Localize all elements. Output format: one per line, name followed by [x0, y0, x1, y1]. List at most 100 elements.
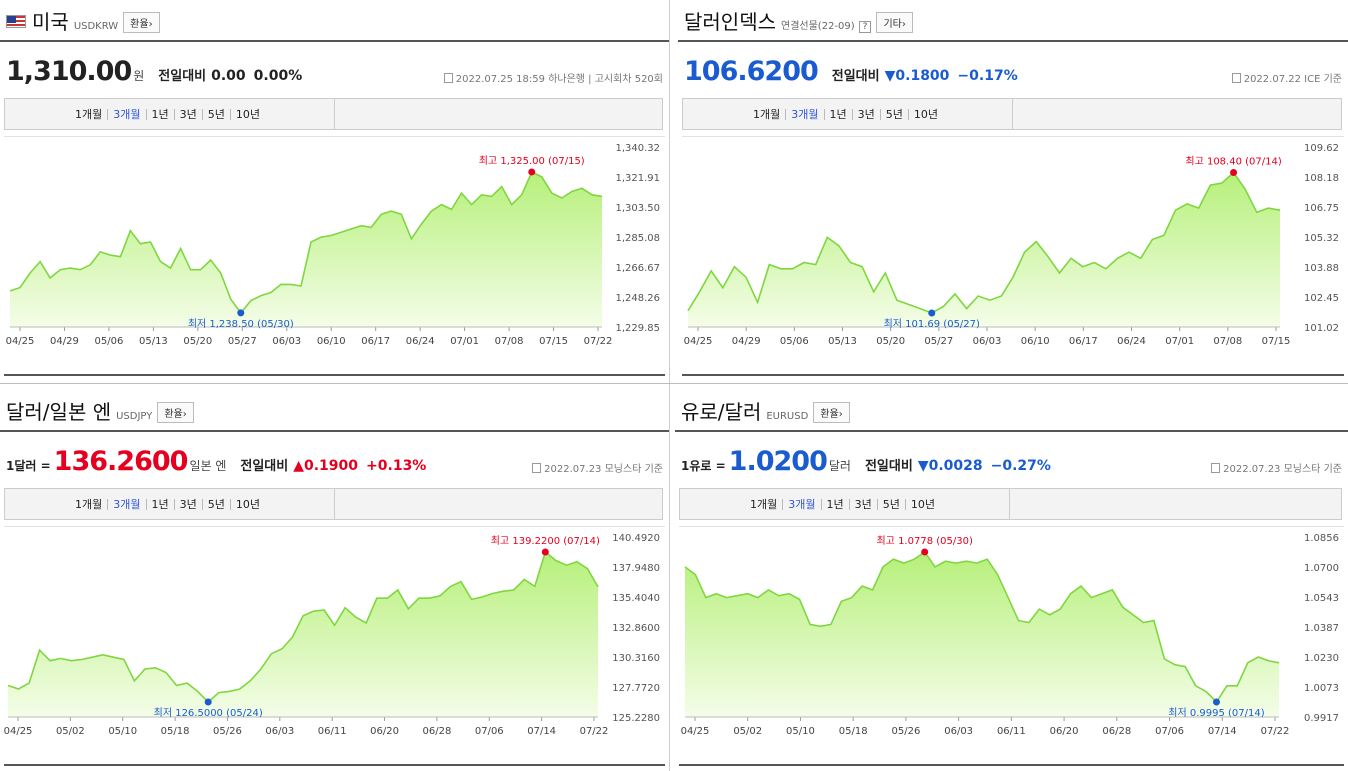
current-price: 106.6200 — [684, 56, 819, 87]
period-tab-5[interactable]: 10년 — [235, 497, 260, 511]
series-line — [7, 550, 599, 704]
x-tick-label: 05/13 — [139, 336, 168, 347]
area-chart-svg: 109.62 108.18 106.75 105.32 103.88 102.45 101.… — [684, 143, 1339, 347]
document-icon — [1231, 73, 1241, 83]
currency-name[interactable]: 달러인덱스 — [684, 10, 776, 34]
area-fill — [10, 172, 602, 327]
panel-header: 미국 USDKRW 환율› — [0, 0, 669, 42]
y-tick-label: 140.4920 — [612, 533, 660, 544]
y-tick-label: 1,248.26 — [615, 293, 660, 304]
period-tab-4[interactable]: 5년 — [878, 498, 906, 510]
period-tab-0[interactable]: 1개월 — [70, 498, 109, 510]
period-tab-2[interactable]: 1년 — [147, 108, 175, 120]
area-fill — [688, 172, 1280, 327]
currency-panel-dxy: 달러인덱스 연결선물(22-09) ? 기타› 106.6200 전일대비 ▼0… — [678, 0, 1348, 383]
price-unit: 일본 엔 — [189, 459, 227, 473]
category-chip[interactable]: 환율› — [123, 12, 160, 33]
y-tick-label: 103.88 — [1304, 263, 1339, 274]
period-tab-3[interactable]: 3년 — [175, 108, 203, 120]
x-tick-label: 04/25 — [684, 336, 713, 347]
x-tick-label: 07/22 — [584, 336, 613, 347]
x-tick-label: 07/01 — [450, 336, 479, 347]
currency-name[interactable]: 유로/달러 — [681, 400, 762, 424]
x-tick-label: 05/02 — [56, 726, 85, 737]
period-tab-4[interactable]: 5년 — [203, 498, 231, 510]
series-line — [9, 170, 603, 315]
category-chip[interactable]: 기타› — [876, 12, 913, 33]
price-prefix: 1유로 = — [681, 459, 726, 473]
currency-panel-usdjpy: 달러/일본 엔 USDJPY 환율› 1달러 = 136.2600 일본 엔 전… — [0, 390, 669, 771]
period-tab-1[interactable]: 3개월 — [108, 498, 147, 510]
x-tick-label: 07/22 — [580, 726, 609, 737]
period-tab-2[interactable]: 1년 — [822, 498, 850, 510]
quote-date: 2022.07.25 18:59 — [455, 74, 546, 85]
change-arrow-icon: ▲ — [293, 458, 304, 474]
change-value: ▼0.0028 — [918, 458, 983, 474]
quote-provider: 모닝스타 기준 — [1283, 464, 1342, 475]
period-tab-1[interactable]: 3개월 — [108, 108, 147, 120]
min-point-marker[interactable] — [1212, 698, 1220, 706]
help-icon[interactable]: ? — [858, 21, 872, 33]
max-point-label: 최고 1,325.00 (07/15) — [479, 155, 585, 167]
max-point-label: 최고 139.2200 (07/14) — [491, 535, 600, 547]
quote-row: 1유로 = 1.0200 달러 전일대비 ▼0.0028 −0.27% — [681, 446, 1051, 477]
period-tab-0[interactable]: 1개월 — [748, 108, 787, 120]
period-tab-3[interactable]: 3년 — [175, 498, 203, 510]
period-tab-2[interactable]: 1년 — [147, 498, 175, 510]
period-tab-4[interactable]: 5년 — [881, 108, 909, 120]
change-label: 전일대비 — [864, 459, 913, 474]
x-tick-label: 05/18 — [161, 726, 190, 737]
period-tab-3[interactable]: 3년 — [853, 108, 881, 120]
quote-row: 1,310.00 원 전일대비 0.00 0.00% — [6, 56, 302, 87]
change-arrow-icon: ▼ — [884, 68, 896, 84]
currency-name[interactable]: 미국 — [32, 10, 69, 34]
period-tab-list: 1개월 3개월 1년 3년 5년 10년 — [5, 489, 335, 519]
max-point-marker[interactable] — [1230, 169, 1238, 177]
period-tab-2[interactable]: 1년 — [825, 108, 853, 120]
x-tick-label: 07/01 — [1165, 336, 1194, 347]
x-tick-label: 05/06 — [780, 336, 809, 347]
x-tick-label: 07/08 — [1213, 336, 1242, 347]
period-tab-3[interactable]: 3년 — [850, 498, 878, 510]
currency-code: USDKRW — [73, 21, 119, 32]
price-chart: 1,340.32 1,321.91 1,303.50 1,285.08 1,266.67… — [4, 136, 665, 376]
currency-name[interactable]: 달러/일본 엔 — [6, 400, 112, 424]
max-point-label: 최고 108.40 (07/14) — [1185, 156, 1281, 168]
quote-row: 1달러 = 136.2600 일본 엔 전일대비 ▲0.1900 +0.13% — [6, 446, 426, 477]
y-tick-label: 1.0073 — [1304, 683, 1339, 694]
x-tick-label: 07/06 — [475, 726, 504, 737]
quote-provider: ICE 기준 — [1304, 74, 1342, 85]
period-tab-1[interactable]: 3개월 — [786, 108, 825, 120]
area-chart-svg: 1,340.32 1,321.91 1,303.50 1,285.08 1,266.67… — [6, 143, 660, 347]
min-point-marker[interactable] — [204, 698, 212, 706]
min-point-marker[interactable] — [237, 309, 245, 317]
y-tick-label: 135.4040 — [612, 593, 660, 604]
period-tab-5[interactable]: 10년 — [913, 107, 938, 121]
y-tick-label: 1,303.50 — [615, 203, 660, 214]
x-tick-label: 06/11 — [997, 726, 1026, 737]
currency-panel-eurusd: 유로/달러 EURUSD 환율› 1유로 = 1.0200 달러 전일대비 ▼0… — [675, 390, 1348, 771]
category-chip[interactable]: 환율› — [813, 402, 850, 423]
change-percent: 0.00% — [253, 68, 303, 84]
period-tab-0[interactable]: 1개월 — [745, 498, 784, 510]
period-tab-1[interactable]: 3개월 — [783, 498, 822, 510]
panel-divider-vertical — [669, 0, 670, 771]
max-point-marker[interactable] — [528, 168, 536, 176]
period-tab-5[interactable]: 10년 — [910, 497, 935, 511]
category-chip[interactable]: 환율› — [157, 402, 194, 423]
current-price: 1,310.00 — [6, 56, 132, 87]
period-tab-5[interactable]: 10년 — [235, 107, 260, 121]
change-amount: 0.1800 — [895, 68, 950, 84]
quote-date: 2022.07.23 — [1223, 464, 1281, 475]
price-chart: 109.62 108.18 106.75 105.32 103.88 102.45 101.… — [682, 136, 1344, 376]
document-icon — [443, 73, 453, 83]
max-point-marker[interactable] — [921, 548, 929, 556]
y-tick-label: 102.45 — [1304, 293, 1339, 304]
max-point-marker[interactable] — [541, 548, 549, 556]
min-point-marker[interactable] — [928, 309, 936, 317]
x-tick-label: 06/24 — [406, 336, 435, 347]
area-fill — [8, 552, 598, 717]
period-tab-0[interactable]: 1개월 — [70, 108, 109, 120]
period-tab-4[interactable]: 5년 — [203, 108, 231, 120]
panel-divider-horizontal — [0, 383, 1348, 384]
